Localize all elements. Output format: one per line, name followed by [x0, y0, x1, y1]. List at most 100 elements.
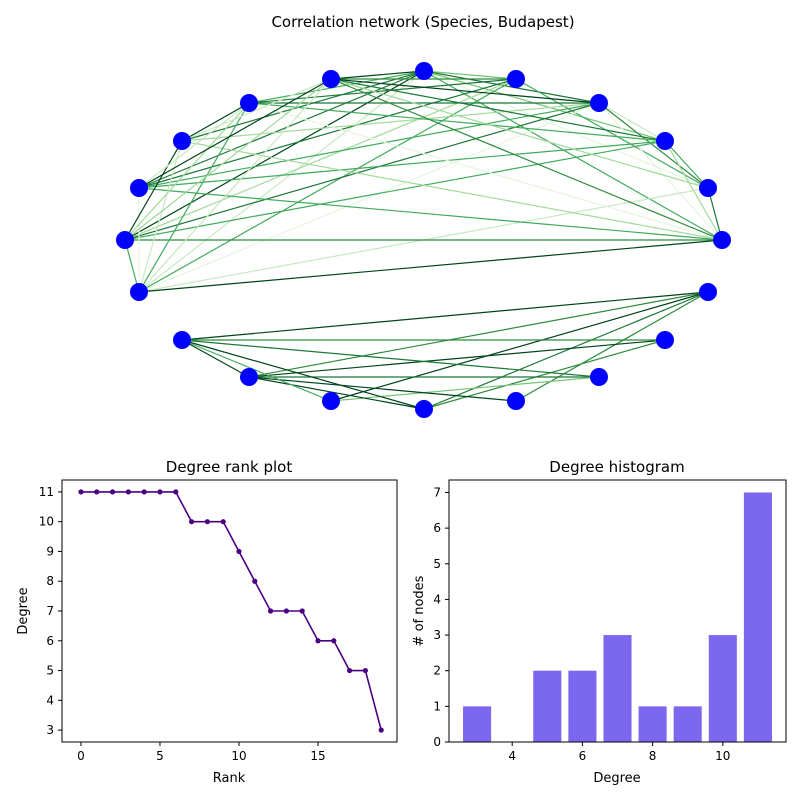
network-edge	[598, 102, 709, 189]
rank-line	[80, 491, 382, 731]
network-node	[656, 132, 674, 150]
network-edge	[138, 78, 332, 293]
histogram-y-tick-label: 4	[433, 592, 441, 606]
network-edge	[138, 78, 517, 189]
rank-point	[252, 578, 258, 584]
rank-point	[220, 519, 226, 525]
network-node	[415, 400, 433, 418]
rank-plot-panel: Degree rank plot 0 5 10 15 3 4 5 6 7 8 9 10 11 Rank…	[16, 458, 398, 786]
network-node	[130, 283, 148, 301]
network-edges	[124, 70, 723, 410]
network-edge	[423, 339, 666, 410]
network-node	[699, 283, 717, 301]
histogram-bar	[743, 492, 772, 742]
rank-point	[236, 548, 242, 555]
network-edge	[181, 78, 332, 142]
network-node	[699, 179, 717, 197]
rank-y-tick-label: 11	[39, 485, 54, 499]
histogram-y-tick-label: 6	[433, 521, 441, 535]
network-node	[507, 70, 525, 88]
network-node	[656, 331, 674, 349]
network-edge	[330, 78, 709, 189]
network-edge	[124, 102, 600, 241]
network-edge	[423, 70, 709, 189]
network-edge	[138, 187, 723, 241]
network-edge	[330, 291, 709, 402]
network-node	[713, 231, 731, 249]
rank-y-tick-label: 6	[46, 634, 54, 648]
rank-y-tick-label: 4	[46, 693, 54, 707]
network-edge	[124, 140, 666, 241]
histogram-bars	[463, 492, 772, 742]
histogram-bar	[673, 706, 702, 742]
rank-plot-title: Degree rank plot	[166, 458, 293, 476]
network-edge	[124, 70, 425, 241]
histogram-y-tick-label: 7	[433, 485, 441, 499]
network-edge	[138, 102, 250, 189]
network-edge	[124, 140, 183, 241]
rank-x-tick-label: 0	[77, 749, 85, 763]
network-edge	[138, 102, 250, 293]
network-edge	[330, 78, 666, 142]
rank-point	[141, 489, 147, 495]
network-node	[322, 70, 340, 88]
histogram-bar	[568, 670, 597, 742]
rank-x-tick-label: 15	[310, 749, 325, 763]
rank-point	[362, 667, 368, 674]
network-node	[240, 94, 258, 112]
rank-point	[109, 489, 116, 495]
histogram-bar	[603, 635, 632, 742]
network-edge	[181, 70, 425, 142]
histogram-y-tick-label: 1	[433, 699, 441, 713]
network-title: Correlation network (Species, Budapest)	[271, 13, 574, 31]
network-edge	[124, 78, 332, 241]
histogram-y-tick-label: 3	[433, 628, 441, 642]
rank-point	[299, 608, 305, 614]
network-edge	[124, 78, 517, 241]
network-panel: Correlation network (Species, Budapest)	[116, 13, 731, 418]
rank-plot-frame	[61, 479, 398, 743]
rank-y-tick-label: 8	[46, 574, 54, 588]
network-node	[590, 94, 608, 112]
network-node	[322, 392, 340, 410]
network-edge	[423, 291, 709, 410]
network-edge	[124, 102, 250, 241]
rank-y-tick-label: 10	[39, 515, 54, 529]
rank-point	[283, 608, 289, 614]
histogram-x-tick-label: 8	[649, 749, 657, 763]
network-node	[415, 62, 433, 80]
network-edge	[248, 70, 425, 104]
rank-series	[78, 489, 384, 733]
network-edge	[248, 376, 517, 402]
rank-x-tick-label: 10	[231, 749, 246, 763]
network-nodes	[116, 62, 731, 418]
network-edge	[181, 339, 250, 378]
histogram-y-axis-label: # of nodes	[412, 575, 427, 646]
rank-point	[267, 608, 274, 614]
histogram-bar	[533, 670, 562, 742]
network-edge	[330, 376, 600, 402]
network-edge	[248, 102, 723, 241]
rank-y-tick-label: 5	[46, 664, 54, 678]
histogram-x-ticks: 4 6 8 10	[508, 742, 730, 763]
histogram-y-tick-label: 5	[433, 557, 441, 571]
network-node	[173, 132, 191, 150]
histogram-x-tick-label: 6	[579, 749, 587, 763]
network-edge	[181, 339, 425, 410]
network-edge	[248, 339, 666, 378]
rank-point	[346, 667, 353, 674]
rank-y-tick-label: 3	[46, 723, 54, 737]
network-edge	[330, 70, 425, 80]
histogram-y-tick-label: 2	[433, 664, 441, 678]
network-edge	[598, 102, 666, 142]
network-edge	[181, 339, 332, 402]
network-edge	[423, 70, 723, 241]
network-edge	[248, 376, 425, 410]
network-edge	[330, 78, 723, 241]
histogram-frame	[448, 479, 787, 743]
histogram-y-ticks: 0 1 2 3 4 5 6 7	[433, 485, 449, 749]
rank-point	[315, 638, 321, 644]
network-edge	[138, 78, 332, 189]
histogram-x-tick-label: 4	[508, 749, 516, 763]
